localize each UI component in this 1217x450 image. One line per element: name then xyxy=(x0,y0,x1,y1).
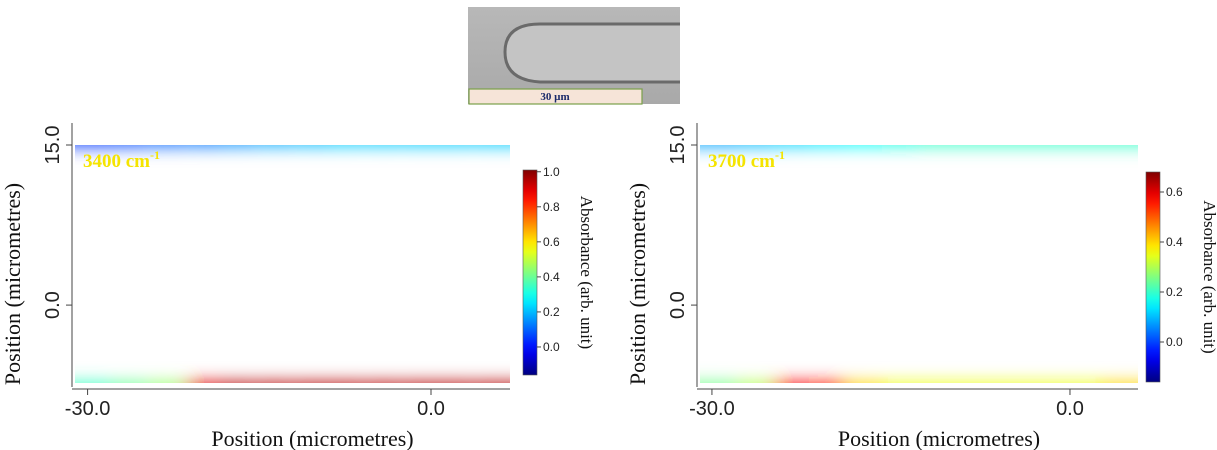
colorbar-tick-label: 0.4 xyxy=(1166,235,1183,249)
heatmap-cell xyxy=(882,383,919,404)
heatmap-cell xyxy=(365,145,402,146)
colorbar-tick-label: 0.0 xyxy=(1166,335,1183,349)
x-tick-label: -30.0 xyxy=(65,398,111,420)
heatmap-cell xyxy=(954,145,993,146)
y-tick-label: 0.0 xyxy=(42,291,64,319)
annotation-superscript: -1 xyxy=(775,148,785,162)
annotation-superscript: -1 xyxy=(150,148,160,162)
heatmap-cell xyxy=(955,383,992,404)
colorbar-tick-label: 0.0 xyxy=(543,340,560,354)
heatmap-cell xyxy=(437,145,474,146)
heatmap-cell xyxy=(991,145,1030,146)
y-tick-label: 15.0 xyxy=(667,126,689,165)
colorbar-tick-label: 0.6 xyxy=(1166,185,1183,199)
x-axis-label: Position (micrometres) xyxy=(211,426,413,450)
heatmap-cell xyxy=(220,383,256,404)
y-tick-label: 0.0 xyxy=(667,291,689,319)
heatmap-cell xyxy=(111,383,147,404)
heatmap-cell xyxy=(992,383,1029,404)
heatmap-cell xyxy=(256,145,293,146)
heatmap-cell xyxy=(111,145,148,146)
y-axis-label: Position (micrometres) xyxy=(0,183,25,385)
heatmap-cell xyxy=(809,145,847,146)
colorbar-tick-label: 0.4 xyxy=(543,270,560,284)
heatmap-cell xyxy=(919,145,957,146)
heatmap-cell xyxy=(401,145,438,146)
heatmap-cell xyxy=(184,145,221,146)
heatmap-cell xyxy=(148,383,184,404)
heatmap-cell xyxy=(736,145,774,146)
colorbar-tick-label: 0.2 xyxy=(543,305,560,319)
colorbar-tick-label: 0.8 xyxy=(543,200,560,214)
colorbar xyxy=(1145,171,1161,383)
y-tick-label: 15.0 xyxy=(42,126,64,165)
y-axis-label: Position (micrometres) xyxy=(625,183,650,385)
heatmap-cells xyxy=(700,145,1159,404)
heatmap-cell xyxy=(846,383,883,404)
heatmap-area xyxy=(700,145,1159,404)
heatmap-cell xyxy=(736,383,773,404)
heatmap-panel: -30.0 0.0 0.0 15.0 Position (micrometres) Pos… xyxy=(625,123,1217,450)
micrograph: 30 µm xyxy=(468,7,680,105)
heatmap-cell xyxy=(75,145,112,146)
heatmap-cell xyxy=(1101,145,1138,146)
heatmap-cell xyxy=(1027,145,1066,146)
heatmap-cell xyxy=(293,383,329,404)
scale-bar-label: 30 µm xyxy=(540,91,569,103)
heatmap-cell xyxy=(256,383,292,404)
heatmap-cell xyxy=(919,383,956,404)
colorbar-label: Absorbance (arb. unit) xyxy=(577,196,596,349)
heatmap-cell xyxy=(772,145,810,146)
heatmap-cell xyxy=(329,383,365,404)
heatmap-cell xyxy=(328,145,365,146)
heatmap-cell xyxy=(846,145,884,146)
x-tick-label: -30.0 xyxy=(689,398,735,420)
colorbar-tick-label: 1.0 xyxy=(543,165,560,179)
x-tick-label: 0.0 xyxy=(417,398,445,420)
x-tick-label: 0.0 xyxy=(1056,398,1084,420)
heatmap-cell xyxy=(219,145,256,146)
colorbar-tick-label: 0.2 xyxy=(1166,285,1183,299)
colorbar-tick-label: 0.6 xyxy=(543,235,560,249)
heatmap-cell xyxy=(772,383,809,404)
heatmap-panel: -30.0 0.0 0.0 15.0 Position (micrometres) Pos… xyxy=(0,123,596,450)
heatmap-cell xyxy=(365,383,401,404)
heatmap-cell xyxy=(147,145,184,146)
heatmap-cell xyxy=(1064,145,1103,146)
annotation-text: 3700 cm xyxy=(708,151,775,172)
x-axis-label: Position (micrometres) xyxy=(838,426,1040,450)
heatmap-cells xyxy=(75,145,531,404)
colorbar-label: Absorbance (arb. unit) xyxy=(1200,200,1217,353)
heatmap-area xyxy=(75,145,531,404)
heatmap-cell xyxy=(293,145,330,146)
heatmap-cell xyxy=(1102,383,1159,404)
heatmap-cell xyxy=(184,383,220,404)
heatmap-cell xyxy=(473,145,510,146)
heatmap-cell xyxy=(474,383,531,404)
annotation: 3700 cm-1 xyxy=(708,148,785,172)
heatmap-cell xyxy=(809,383,846,404)
heatmap-cell xyxy=(882,145,920,146)
annotation: 3400 cm-1 xyxy=(83,148,160,172)
heatmap-cell xyxy=(700,145,737,146)
colorbar xyxy=(522,169,538,376)
annotation-text: 3400 cm xyxy=(83,151,150,172)
